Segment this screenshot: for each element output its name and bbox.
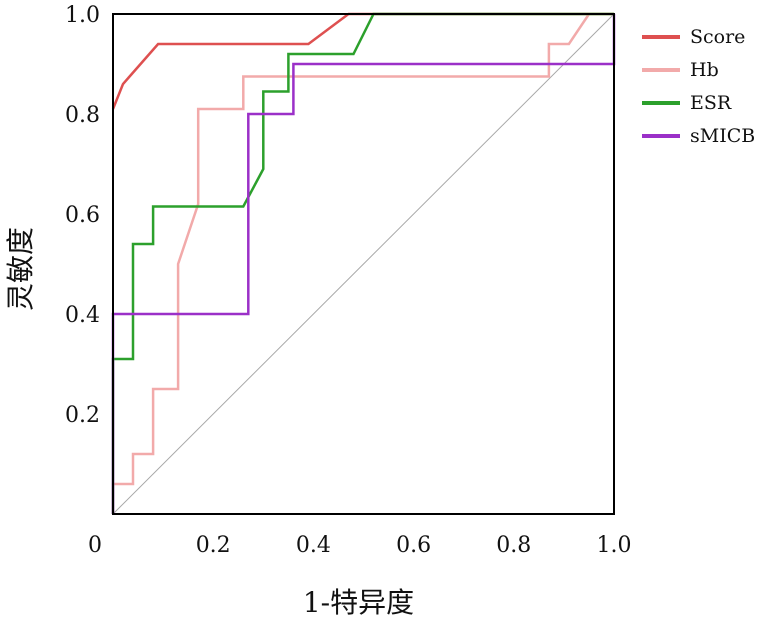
x-tick-label: 0.8 [496, 533, 531, 558]
y-tick-label: 1.0 [65, 3, 100, 28]
legend-label-esr: ESR [690, 92, 732, 114]
x-tick-label: 0 [88, 533, 102, 558]
x-tick-label: 0.2 [196, 533, 231, 558]
plot-area [111, 12, 616, 515]
y-tick-label: 0.2 [65, 403, 100, 428]
y-axis-label: 灵敏度 [4, 227, 37, 311]
x-tick-label: 0.4 [296, 533, 331, 558]
diagonal-reference-line [112, 13, 615, 515]
legend-label-score: Score [690, 26, 745, 48]
y-tick-label: 0.4 [65, 303, 100, 328]
y-tick-label: 0.8 [65, 103, 100, 128]
series-line-score [111, 12, 614, 110]
x-tick-label: 1.0 [597, 533, 632, 558]
x-tick-label: 0.6 [396, 533, 431, 558]
y-tick-label: 0.6 [65, 203, 100, 228]
series-line-smicb [111, 14, 616, 514]
x-axis-label: 1-特异度 [303, 586, 414, 619]
y-axis-ticks: 0.2 0.4 0.6 0.8 1.0 [65, 3, 100, 428]
x-axis-ticks: 0 0.2 0.4 0.6 0.8 1.0 [88, 533, 632, 558]
legend: Score Hb ESR sMICB [642, 26, 755, 147]
plot-frame [112, 13, 615, 515]
legend-label-smicb: sMICB [690, 125, 755, 147]
series-line-esr [111, 12, 614, 514]
legend-label-hb: Hb [690, 59, 719, 81]
series-line-hb [111, 12, 614, 514]
